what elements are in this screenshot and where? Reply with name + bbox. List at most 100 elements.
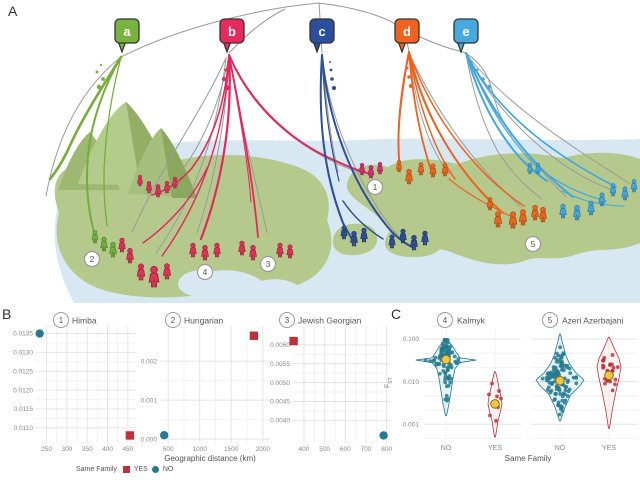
violin-azeri-azerbajani: NO YES 5 Azeri Azerbajani: [531, 312, 638, 452]
person-lightblue: [535, 162, 541, 175]
person-lightblue: [559, 203, 567, 219]
strip-point: [490, 381, 494, 386]
strip-point: [445, 365, 450, 370]
person-red-upper: [163, 180, 171, 194]
drift-dots-e: [471, 61, 492, 90]
strip-point: [447, 374, 452, 378]
strip-point: [551, 375, 556, 379]
person-lightblue: [527, 162, 533, 175]
strip-point: [566, 378, 570, 383]
person-red-main: [189, 242, 197, 258]
y-tick-label: 0.0115: [14, 406, 34, 413]
svg-text:4: 4: [443, 316, 448, 325]
strip-point: [548, 371, 553, 376]
strip-point: [601, 363, 605, 368]
strip-point: [545, 387, 550, 392]
strip-point: [563, 388, 568, 393]
strip-point: [446, 340, 450, 345]
panel-b-ylabel: FST: [0, 377, 2, 388]
strip-point: [568, 371, 573, 376]
person-green: [100, 236, 108, 252]
y-tick-label: 0.0055: [270, 361, 290, 368]
person-magenta: [358, 162, 366, 176]
person-navy: [350, 230, 358, 247]
point-yes: [289, 336, 298, 346]
person-orange: [518, 209, 528, 226]
strip-point: [446, 383, 451, 388]
person-red-main: [213, 242, 221, 258]
strip-point: [560, 409, 565, 413]
panel-b-xlabel: Geographic distance (km): [164, 454, 256, 463]
person-red-main: [249, 244, 257, 261]
x-tick-label: 400: [102, 446, 113, 453]
x-tick-label: 500: [319, 446, 330, 453]
person-orange: [539, 206, 547, 223]
branch-label-d: d: [394, 18, 420, 54]
category-label: NO: [555, 445, 566, 452]
person-magenta: [376, 161, 384, 175]
fst-sub: ST: [0, 377, 3, 384]
strip-point: [574, 381, 579, 386]
strip-point: [548, 390, 553, 395]
legend-no-marker: [151, 466, 159, 473]
strip-point: [561, 351, 566, 356]
person-red-main: [118, 237, 126, 253]
person-orange: [395, 159, 403, 173]
y-tick-label: 0.000: [141, 436, 158, 443]
strip-point: [615, 365, 620, 370]
y-tick-label: 0.010: [403, 379, 420, 386]
migration-illustration: a b c d e 1 2 3 4 5: [45, 2, 640, 303]
branch-e-lightblue: [465, 52, 625, 207]
person-lightblue: [598, 192, 606, 207]
strip-point: [603, 381, 607, 386]
legend-title: Same Family: [76, 466, 117, 473]
strip-point: [574, 375, 579, 380]
location-marker-5: 5: [524, 235, 542, 253]
mean-marker-no: [555, 375, 565, 386]
x-tick-label: 1000: [192, 446, 207, 453]
strip-point: [601, 357, 606, 362]
strip-point: [565, 394, 570, 398]
legend-no-label: NO: [162, 466, 174, 473]
strip-point: [487, 392, 491, 397]
y-tick-label: 0.002: [141, 358, 158, 365]
branch-a-green: [48, 55, 123, 240]
person-red-upper: [172, 176, 178, 189]
x-tick-label: 1500: [224, 446, 239, 453]
strip-point: [497, 389, 501, 393]
x-tick-label: 400: [299, 446, 310, 453]
y-tick-label: 0.0125: [13, 368, 33, 375]
y-tick-label: 0.100: [403, 336, 420, 343]
person-orange: [405, 168, 413, 185]
x-tick-label: 500: [163, 446, 174, 453]
svg-text:Jewish Georgian: Jewish Georgian: [298, 316, 362, 326]
location-marker-3: 3: [259, 255, 277, 273]
point-yes: [125, 431, 135, 440]
strip-point: [551, 365, 556, 369]
x-tick-label: 350: [82, 446, 93, 453]
strip-point: [557, 360, 562, 364]
y-tick-label: 0.0120: [13, 387, 33, 394]
y-tick-label: 0.0130: [13, 350, 33, 357]
strip-point: [560, 365, 565, 370]
y-tick-label: 0.001: [403, 421, 420, 428]
x-tick-label: 450: [122, 446, 133, 453]
panel-c-letter: C: [391, 306, 402, 322]
legend-yes-label: YES: [133, 466, 148, 473]
svg-text:d: d: [403, 24, 411, 39]
y-tick-label: 0.001: [141, 397, 158, 404]
category-label: YES: [602, 445, 616, 452]
x-tick-label: 800: [381, 446, 392, 453]
strip-point: [556, 403, 561, 408]
category-label: NO: [441, 445, 452, 452]
strip-point: [567, 387, 572, 392]
svg-text:2: 2: [171, 316, 176, 325]
strip-point: [560, 394, 565, 399]
strip-point: [432, 358, 437, 363]
svg-text:Himba: Himba: [72, 316, 97, 326]
strip-point: [611, 365, 616, 370]
svg-text:Hungarian: Hungarian: [184, 316, 223, 326]
strip-point: [613, 377, 618, 382]
panel-a-letter: A: [8, 3, 18, 19]
